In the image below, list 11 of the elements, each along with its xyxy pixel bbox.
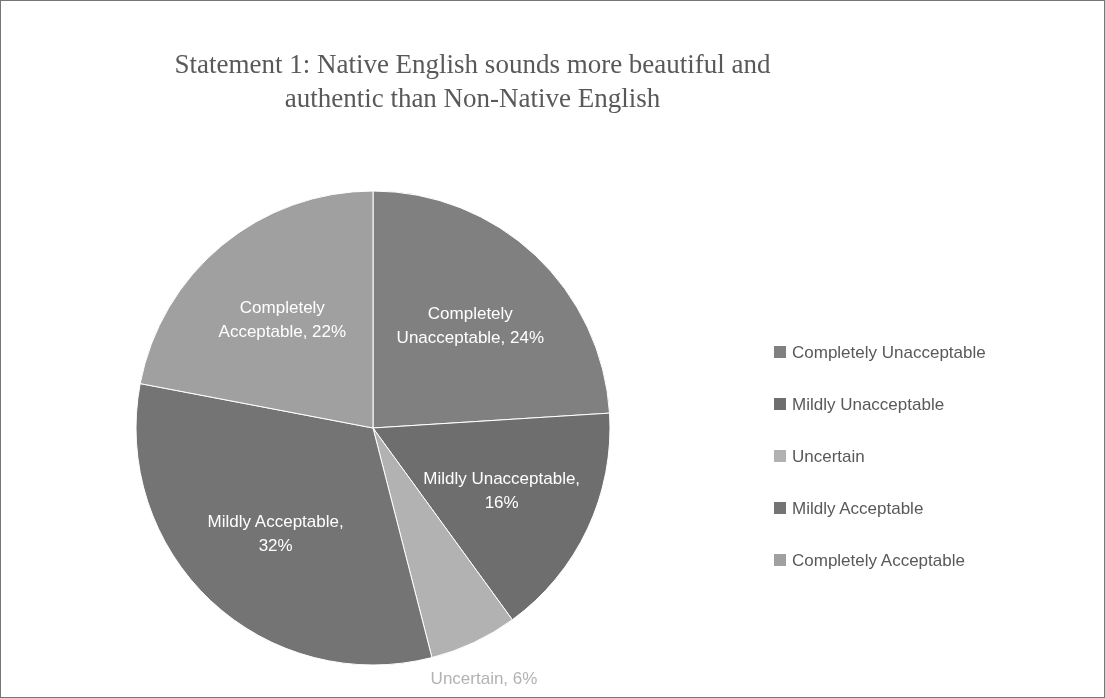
data-label: Mildly Unacceptable, 16% xyxy=(423,468,581,512)
data-label: Completely Unacceptable, 24% xyxy=(396,304,545,348)
legend-label: Mildly Acceptable xyxy=(792,499,924,518)
legend-label: Mildly Unacceptable xyxy=(792,395,945,414)
legend-label: Completely Acceptable xyxy=(792,551,965,570)
data-label: Uncertain, 6% xyxy=(430,668,538,688)
legend-label: Uncertain xyxy=(792,447,865,466)
data-label: Mildly Acceptable, 32% xyxy=(207,511,344,555)
legend-label: Completely Unacceptable xyxy=(792,343,986,362)
data-label: Completely Acceptable, 22% xyxy=(218,298,347,342)
chart-title: Statement 1: Native English sounds more beautiful and authentic than Non-Native English xyxy=(174,49,772,113)
